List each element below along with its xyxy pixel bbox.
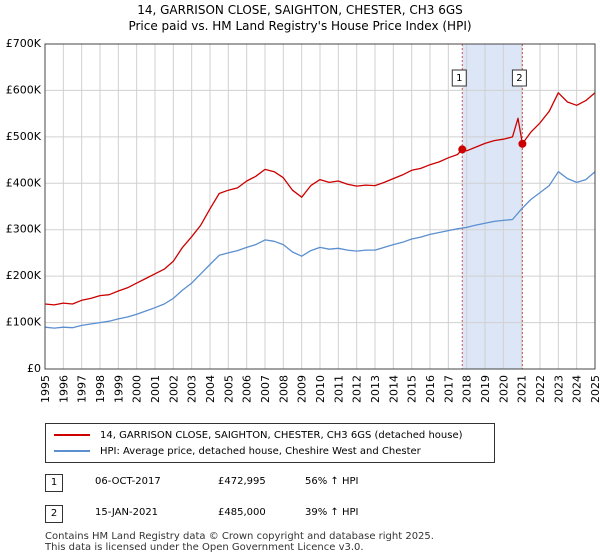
- x-tick-label: 2007: [259, 375, 272, 403]
- x-tick-label: 2006: [241, 375, 254, 403]
- x-tick-label: 2024: [571, 375, 584, 403]
- x-tick-label: 2011: [332, 375, 345, 403]
- transaction-number-badge: 2: [45, 505, 63, 523]
- x-tick-label: 2012: [351, 375, 364, 403]
- footer-licence: This data is licensed under the Open Gov…: [45, 542, 364, 553]
- x-tick-label: 2025: [589, 375, 600, 403]
- x-tick-label: 2016: [424, 375, 437, 403]
- x-tick-label: 2004: [204, 375, 217, 403]
- x-tick-label: 2014: [387, 375, 400, 403]
- x-tick-label: 2002: [167, 375, 180, 403]
- x-tick-label: 2023: [552, 375, 565, 403]
- x-tick-label: 1996: [57, 375, 70, 403]
- x-tick-label: 2009: [296, 375, 309, 403]
- transaction-hpi-change: 56% ↑ HPI: [305, 476, 359, 487]
- chart-title-subtitle: Price paid vs. HM Land Registry's House …: [128, 19, 472, 33]
- legend-item-hpi: HPI: Average price, detached house, Ches…: [54, 444, 421, 458]
- x-tick-label: 1995: [39, 375, 52, 403]
- x-tick-label: 2018: [461, 375, 474, 403]
- price-chart: 1995 1996 1997 1998 1999 2000 2001 2002 2003 2004…: [6, 37, 600, 403]
- x-tick-label: 1998: [94, 375, 107, 403]
- x-tick-label: 2022: [534, 375, 547, 403]
- chart-title-address: 14, GARRISON CLOSE, SAIGHTON, CHESTER, C…: [137, 3, 463, 17]
- sale-marker-box: [451, 69, 467, 87]
- sale-marker-label: 1: [456, 73, 462, 84]
- x-tick-label: 2013: [369, 375, 382, 403]
- y-tick-label: £700K: [6, 37, 42, 50]
- x-tick-label: 2020: [497, 375, 510, 403]
- y-tick-label: £100K: [6, 316, 42, 329]
- x-tick-label: 2005: [222, 375, 235, 403]
- chart-legend: 14, GARRISON CLOSE, SAIGHTON, CHESTER, C…: [45, 423, 495, 463]
- y-tick-label: £500K: [6, 130, 42, 143]
- transaction-hpi-change: 39% ↑ HPI: [305, 507, 359, 518]
- legend-label-property: 14, GARRISON CLOSE, SAIGHTON, CHESTER, C…: [100, 429, 463, 441]
- x-tick-label: 2003: [186, 375, 199, 403]
- footer-attribution: Contains HM Land Registry data © Crown c…: [45, 531, 434, 553]
- plot-frame: [44, 43, 596, 370]
- y-tick-label: £400K: [6, 176, 42, 189]
- sale-marker-label: 2: [516, 73, 522, 84]
- x-tick-label: 2000: [131, 375, 144, 403]
- transaction-date: 06-OCT-2017: [95, 476, 161, 487]
- x-tick-label: 2017: [442, 375, 455, 403]
- shaded-period: [462, 44, 523, 369]
- y-tick-label: £600K: [6, 83, 42, 96]
- series-line-hpi: [44, 171, 596, 329]
- legend-label-hpi: HPI: Average price, detached house, Ches…: [100, 445, 421, 457]
- x-tick-label: 2010: [314, 375, 327, 403]
- footer-copyright: Contains HM Land Registry data © Crown c…: [45, 531, 434, 542]
- series-line-property: [44, 92, 596, 306]
- y-tick-label: £200K: [6, 269, 42, 282]
- legend-swatch-hpi: [54, 450, 90, 452]
- y-tick-label: £0: [27, 362, 41, 375]
- x-tick-label: 2015: [406, 375, 419, 403]
- x-tick-label: 1999: [112, 375, 125, 403]
- transaction-number-badge: 1: [45, 474, 63, 492]
- y-tick-label: £300K: [6, 223, 42, 236]
- x-tick-label: 2001: [149, 375, 162, 403]
- legend-swatch-property: [54, 434, 90, 436]
- sale-point: [458, 145, 467, 154]
- transaction-price: £472,995: [218, 476, 266, 487]
- x-tick-label: 2019: [479, 375, 492, 403]
- legend-item-property: 14, GARRISON CLOSE, SAIGHTON, CHESTER, C…: [54, 428, 463, 442]
- x-tick-label: 2008: [277, 375, 290, 403]
- sale-marker-box: [511, 69, 527, 87]
- transaction-price: £485,000: [218, 507, 266, 518]
- x-tick-label: 1997: [76, 375, 89, 403]
- sale-point: [518, 139, 527, 148]
- x-tick-label: 2021: [516, 375, 529, 403]
- transaction-date: 15-JAN-2021: [95, 507, 159, 518]
